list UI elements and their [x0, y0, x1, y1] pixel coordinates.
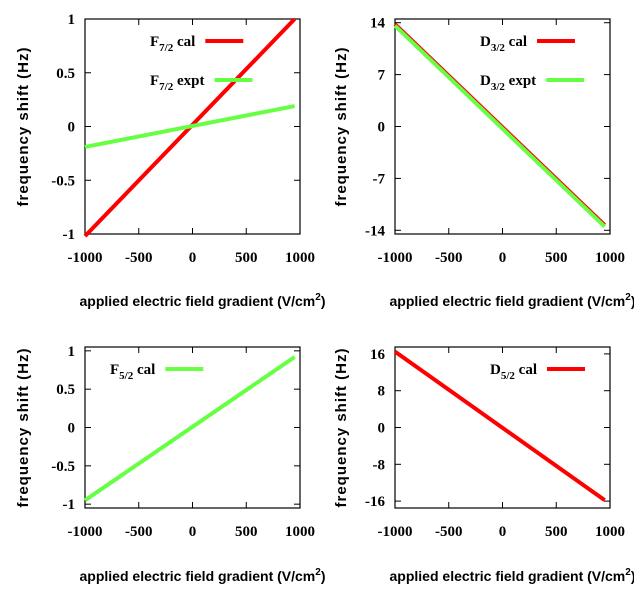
series-line-1 [83, 355, 296, 502]
y-tick-label: -14 [365, 223, 385, 239]
series-line-1 [393, 349, 606, 502]
x-tick-label: -500 [435, 524, 463, 540]
x-tick-label: 500 [545, 250, 568, 266]
x-tick-label: -1000 [68, 524, 103, 540]
y-tick-label: 0 [68, 421, 76, 437]
y-axis-label: frequency shift (Hz) [333, 347, 350, 507]
y-tick-label: 16 [370, 347, 386, 363]
x-tick-label: 500 [545, 524, 568, 540]
chart-panel-1: -1000 -500 0 500 1000 1 0.5 0 -0.5 -1 F7/2 cal F7/2… [15, 12, 325, 309]
x-axis-label: applied electric field gradient (V/cm2) [390, 567, 634, 584]
x-tick-label: -1000 [378, 524, 413, 540]
y-axis-label: frequency shift (Hz) [15, 347, 32, 507]
y-tick-label: 8 [378, 384, 386, 400]
x-tick-label: 1000 [595, 250, 625, 266]
y-tick-label: 14 [370, 16, 386, 32]
y-tick-label: 0 [378, 120, 386, 136]
x-tick-label: 500 [235, 524, 258, 540]
y-tick-label: 0 [68, 120, 76, 136]
chart-panel-4: -1000 -500 0 500 1000 16 8 0 -8 -16 D5/2 cal freque… [333, 346, 634, 584]
y-tick-label: -8 [373, 457, 386, 473]
legend-label-2: F7/2 expt [150, 73, 204, 93]
legend-label-1: D5/2 cal [490, 362, 537, 382]
y-tick-label: 0.5 [56, 382, 75, 398]
series-line-2 [84, 104, 296, 149]
x-tick-label: 1000 [595, 524, 625, 540]
x-tick-label: 500 [235, 250, 258, 266]
x-axis-label: applied electric field gradient (V/cm2) [80, 292, 326, 309]
x-tick-label: 0 [189, 250, 197, 266]
x-tick-label: -1000 [378, 250, 413, 266]
legend-label-2: D3/2 expt [480, 73, 536, 93]
x-tick-label: -500 [125, 524, 153, 540]
x-tick-label: 1000 [285, 524, 315, 540]
x-axis-label: applied electric field gradient (V/cm2) [80, 567, 326, 584]
legend-label-1: F5/2 cal [110, 362, 155, 382]
legend-label-1: D3/2 cal [480, 34, 527, 54]
y-tick-label: -0.5 [51, 459, 75, 475]
x-tick-label: -500 [435, 250, 463, 266]
y-tick-label: -1 [63, 497, 76, 513]
y-axis-label: frequency shift (Hz) [15, 46, 32, 206]
y-axis-label: frequency shift (Hz) [333, 46, 350, 206]
legend-label-1: F7/2 cal [150, 34, 195, 54]
chart-panel-2: -1000 -500 0 500 1000 14 7 0 -7 -14 D3/2 cal D3/2 e… [333, 16, 634, 309]
series-line-2 [393, 24, 607, 229]
y-tick-label: 1 [68, 12, 76, 28]
x-tick-label: 0 [499, 524, 507, 540]
y-tick-label: 1 [68, 344, 76, 360]
x-tick-label: -1000 [68, 250, 103, 266]
y-tick-label: -0.5 [51, 173, 75, 189]
x-tick-label: 0 [189, 524, 197, 540]
x-tick-label: 1000 [285, 250, 315, 266]
y-tick-label: -1 [63, 227, 76, 243]
y-tick-label: 0 [378, 421, 386, 437]
x-tick-label: -500 [125, 250, 153, 266]
y-tick-label: -7 [373, 171, 386, 187]
x-axis-label: applied electric field gradient (V/cm2) [390, 292, 634, 309]
chart-panel-3: -1000 -500 0 500 1000 1 0.5 0 -0.5 -1 F5/2 cal freq… [15, 344, 325, 584]
y-tick-label: 0.5 [56, 66, 75, 82]
y-tick-label: 7 [378, 68, 386, 84]
y-tick-label: -16 [365, 494, 385, 510]
x-tick-label: 0 [499, 250, 507, 266]
